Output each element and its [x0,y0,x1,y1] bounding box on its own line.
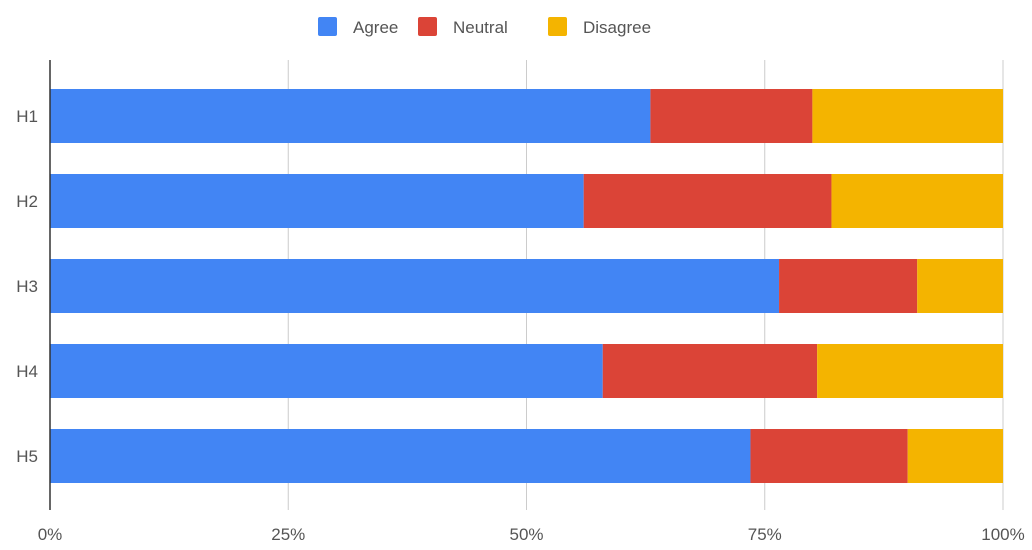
y-tick-label: H3 [16,277,38,296]
y-tick-label: H5 [16,447,38,466]
bar-segment-disagree [812,89,1003,143]
x-tick-label: 25% [271,525,305,544]
bar-segment-neutral [602,344,818,398]
legend-label: Disagree [583,18,651,37]
x-tick-label: 75% [748,525,782,544]
bar-segment-disagree [831,174,1003,228]
x-tick-label: 0% [38,525,63,544]
legend-label: Neutral [453,18,508,37]
bar-segment-agree [50,259,780,313]
bar-segment-disagree [817,344,1003,398]
bar-segment-neutral [750,429,908,483]
x-tick-label: 50% [509,525,543,544]
bar-segment-agree [50,344,603,398]
y-tick-label: H4 [16,362,38,381]
bar-segment-disagree [907,429,1003,483]
tick-labels: 0% 25% 50% 75% 100% H1 H2 H3 H4 H5 [16,107,1024,544]
bar-segment-agree [50,89,651,143]
bar-segment-neutral [583,174,832,228]
legend-label: Agree [353,18,398,37]
bars [50,89,1003,483]
bar-segment-agree [50,174,584,228]
x-tick-label: 100% [981,525,1024,544]
bar-segment-disagree [917,259,1003,313]
legend-swatch-agree [318,17,337,36]
bar-segment-neutral [779,259,918,313]
legend-swatch-disagree [548,17,567,36]
legend: Agree Neutral Disagree [318,17,651,37]
bar-segment-neutral [650,89,813,143]
y-tick-label: H2 [16,192,38,211]
bar-segment-agree [50,429,751,483]
legend-swatch-neutral [418,17,437,36]
y-tick-label: H1 [16,107,38,126]
